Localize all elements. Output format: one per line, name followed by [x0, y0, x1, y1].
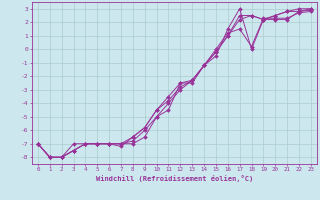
- X-axis label: Windchill (Refroidissement éolien,°C): Windchill (Refroidissement éolien,°C): [96, 175, 253, 182]
